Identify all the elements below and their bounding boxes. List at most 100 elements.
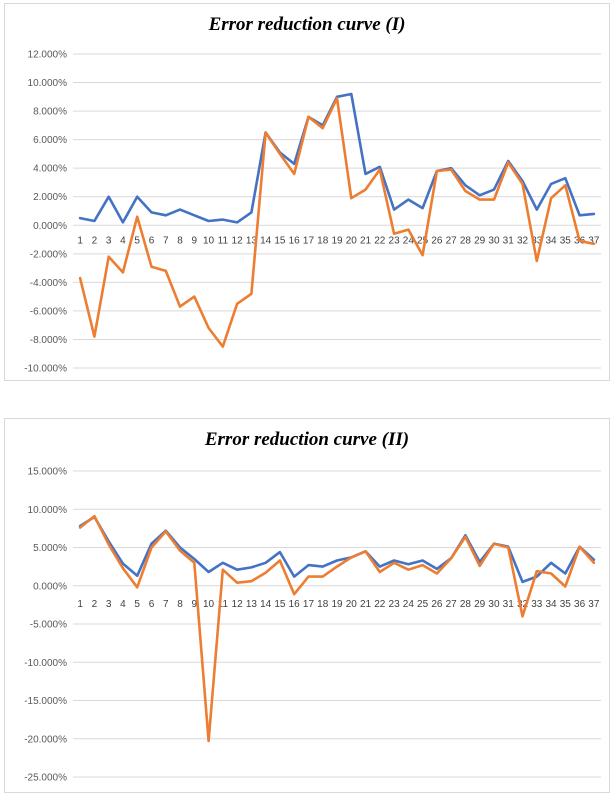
x-tick-label: 35 (560, 599, 572, 610)
x-tick-label: 32 (517, 235, 529, 246)
x-tick-label: 25 (417, 235, 429, 246)
x-tick-label: 14 (260, 599, 272, 610)
x-tick-label: 5 (134, 599, 140, 610)
chart-plot-1: 12.000% 10.000% 8.000% 6.000% 4.000% 2.000% 0.… (24, 50, 601, 375)
y-tick-label: -15.000% (24, 696, 67, 707)
y-tick-label: 5.000% (33, 543, 67, 554)
x-tick-label: 19 (331, 235, 343, 246)
chart-panel-1: Error reduction curve (I) 12.000% 10.000%… (4, 3, 610, 381)
x-tick-label: 37 (588, 599, 600, 610)
x-tick-label: 3 (106, 235, 112, 246)
series-line-1 (78, 515, 596, 584)
chart-title-1: Error reduction curve (I) (208, 14, 406, 35)
x-tick-label: 9 (192, 599, 198, 610)
x-tick-label: 30 (488, 599, 500, 610)
x-tick-label: 22 (374, 599, 386, 610)
x-tick-label: 21 (360, 599, 372, 610)
series-line-2 (78, 96, 596, 348)
x-tick-label: 2 (92, 235, 98, 246)
x-tick-label: 24 (403, 599, 415, 610)
x-tick-label: 20 (346, 599, 358, 610)
x-tick-label: 4 (120, 235, 126, 246)
y-tick-label: 15.000% (28, 467, 68, 478)
x-tick-label: 20 (346, 235, 358, 246)
x-tick-label: 11 (218, 599, 229, 610)
x-tick-label: 18 (317, 599, 329, 610)
y-tick-label: -8.000% (30, 335, 67, 346)
x-tick-label: 21 (360, 235, 372, 246)
x-tick-label: 36 (574, 599, 586, 610)
x-tick-label: 17 (303, 599, 315, 610)
y-tick-label: -20.000% (24, 734, 67, 745)
x-tick-label: 31 (503, 599, 515, 610)
y-tick-label: 8.000% (33, 107, 67, 118)
x-tick-label: 11 (218, 235, 229, 246)
x-tick-label: 4 (120, 599, 126, 610)
y-tick-label: -10.000% (24, 364, 67, 375)
y-tick-label: 2.000% (33, 192, 67, 203)
x-tick-label: 17 (303, 235, 315, 246)
x-tick-label: 15 (274, 599, 286, 610)
x-tick-label: 13 (246, 599, 258, 610)
x-tick-label: 29 (474, 599, 486, 610)
x-tick-label: 37 (588, 235, 600, 246)
y-tick-label: -2.000% (30, 249, 67, 260)
x-tick-label: 23 (389, 235, 401, 246)
x-tick-label: 35 (560, 235, 572, 246)
x-tick-label: 23 (389, 599, 401, 610)
x-tick-label: 34 (545, 599, 557, 610)
y-tick-label: 12.000% (28, 50, 68, 61)
chart-title-2: Error reduction curve (II) (204, 429, 410, 450)
x-tick-label: 26 (431, 235, 443, 246)
x-tick-label: 27 (446, 235, 458, 246)
x-tick-label: 8 (177, 599, 183, 610)
x-tick-label: 6 (149, 599, 155, 610)
x-tick-label: 6 (149, 235, 155, 246)
x-tick-label: 28 (460, 599, 472, 610)
x-tick-label: 32 (517, 599, 529, 610)
x-tick-label: 29 (474, 235, 486, 246)
x-tick-label: 33 (531, 599, 543, 610)
y-tick-label: -10.000% (24, 658, 67, 669)
x-tick-label: 16 (289, 599, 301, 610)
series-line-2 (78, 514, 596, 743)
y-tick-label: -6.000% (30, 306, 67, 317)
y-tick-label: 10.000% (28, 78, 68, 89)
y-tick-label: -5.000% (30, 620, 67, 631)
x-tick-label: 7 (163, 599, 169, 610)
y-tick-label: -4.000% (30, 278, 67, 289)
y-tick-label: 0.000% (33, 581, 67, 592)
x-tick-label: 1 (77, 235, 83, 246)
series-line-1 (78, 92, 596, 224)
y-tick-label: 10.000% (28, 505, 68, 516)
x-tick-label: 13 (246, 235, 258, 246)
x-tick-label: 33 (531, 235, 543, 246)
x-tick-label: 28 (460, 235, 472, 246)
x-tick-label: 15 (274, 235, 286, 246)
x-tick-label: 27 (446, 599, 458, 610)
x-tick-label: 12 (232, 235, 244, 246)
x-tick-label: 26 (431, 599, 443, 610)
x-tick-label: 30 (488, 235, 500, 246)
x-tick-label: 19 (331, 599, 343, 610)
x-tick-label: 34 (545, 235, 557, 246)
x-tick-label: 9 (192, 235, 198, 246)
x-tick-label: 2 (92, 599, 98, 610)
x-tick-label: 7 (163, 235, 169, 246)
y-tick-label: -25.000% (24, 773, 67, 784)
x-tick-label: 1 (77, 599, 83, 610)
x-tick-label: 8 (177, 235, 183, 246)
y-tick-label: 6.000% (33, 135, 67, 146)
x-tick-label: 14 (260, 235, 272, 246)
x-tick-label: 10 (203, 235, 215, 246)
x-tick-label: 5 (134, 235, 140, 246)
chart-panel-2: Error reduction curve (II) 15.000% 10.000… (4, 418, 610, 793)
x-tick-label: 25 (417, 599, 429, 610)
chart-plot-2: 15.000% 10.000% 5.000% 0.000% -5.000% -10.000… (24, 467, 601, 784)
x-tick-label: 16 (289, 235, 301, 246)
x-tick-label: 10 (203, 599, 215, 610)
x-tick-label: 22 (374, 235, 386, 246)
x-tick-label: 31 (503, 235, 515, 246)
x-tick-label: 18 (317, 235, 329, 246)
y-tick-label: 4.000% (33, 164, 67, 175)
